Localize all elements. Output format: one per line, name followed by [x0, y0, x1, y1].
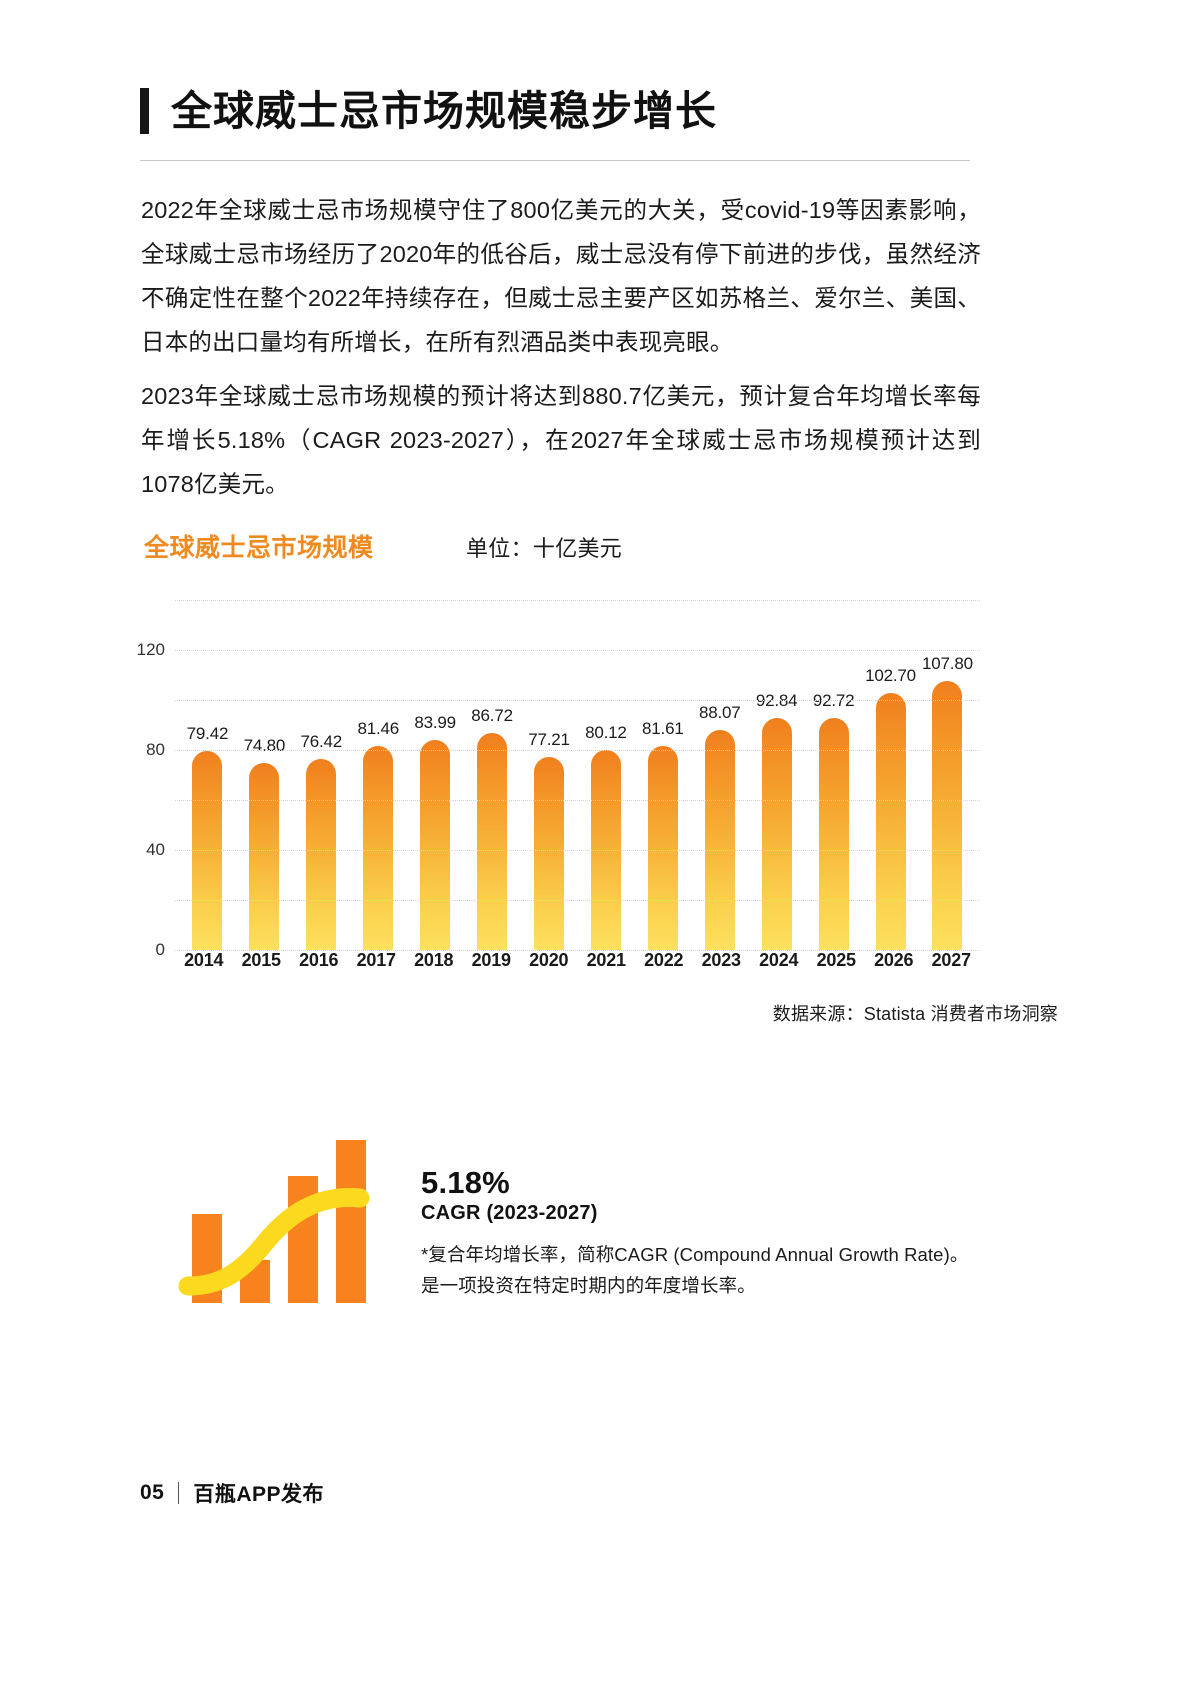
- chart-bar: [704, 729, 735, 950]
- market-size-bar-chart: 79.42 74.80 76.42 81.46 83.99 86.72 77.21 80.12…: [137, 600, 980, 959]
- chart-bar-value-label: 92.72: [812, 691, 855, 711]
- chart-bar-slot: 81.61: [634, 600, 691, 950]
- chart-bar: [533, 756, 564, 950]
- chart-bar-value-label: 102.70: [865, 666, 916, 686]
- chart-bar-value-label: 77.21: [528, 729, 570, 749]
- title-accent-bar: [140, 88, 149, 134]
- chart-bar: [306, 758, 337, 950]
- chart-gridline: [175, 750, 980, 751]
- body-paragraph-2: 2023年全球威士忌市场规模的预计将达到880.7亿美元，预计复合年均增长率每年…: [141, 383, 981, 497]
- chart-bar-slot: 80.12: [577, 600, 634, 950]
- cagr-callout: 5.18% CAGR (2023-2027) *复合年均增长率，简称CAGR (…: [178, 1118, 978, 1318]
- chart-bar-value-label: 81.46: [357, 719, 399, 739]
- cagr-subtitle: CAGR (2023-2027): [421, 1202, 598, 1225]
- chart-gridline: [175, 900, 980, 901]
- chart-x-tick-label: 2018: [414, 950, 454, 970]
- page-title: 全球威士忌市场规模稳步增长: [140, 88, 717, 134]
- chart-bar-slot: 92.84: [748, 600, 805, 950]
- chart-bar-slot: 79.42: [179, 600, 236, 950]
- footer-brand: 百瓶APP发布: [193, 1483, 325, 1506]
- page-footer: 05 百瓶APP发布: [140, 1478, 324, 1508]
- chart-x-tick-label: 2017: [356, 950, 396, 970]
- chart-x-tick-label: 2015: [241, 950, 281, 970]
- chart-y-tick-label: 120: [136, 640, 165, 659]
- chart-bar-value-label: 81.61: [642, 718, 684, 738]
- cagr-note-line-2: 是一项投资在特定时期内的年度增长率。: [421, 1275, 756, 1297]
- growth-chart-icon: [178, 1118, 398, 1303]
- cagr-note: *复合年均增长率，简称CAGR (Compound Annual Growth …: [421, 1239, 981, 1301]
- chart-x-tick-label: 2020: [529, 950, 569, 970]
- chart-x-axis: 2014 2015 2016 2017 2018 2019 2020 2021 2022 2023…: [175, 950, 980, 971]
- chart-y-tick-label: 40: [146, 840, 165, 859]
- chart-x-tick-label: 2019: [471, 950, 511, 970]
- chart-bar: [363, 746, 394, 950]
- chart-bar: [761, 717, 792, 950]
- chart-bar-value-label: 107.80: [922, 653, 973, 673]
- chart-bars: 79.42 74.80 76.42 81.46 83.99 86.72 77.21 80.12…: [175, 600, 980, 950]
- chart-x-tick-label: 2021: [586, 950, 626, 970]
- chart-unit-label: 单位：十亿美元: [466, 536, 623, 561]
- chart-gridline: [175, 700, 980, 701]
- chart-x-tick-label: 2027: [931, 950, 971, 970]
- body-paragraph-1: 2022年全球威士忌市场规模守住了800亿美元的大关，受covid-19等因素影…: [141, 197, 981, 355]
- page-title-text: 全球威士忌市场规模稳步增长: [171, 87, 717, 134]
- chart-bar-value-label: 76.42: [300, 731, 343, 751]
- chart-bar: [932, 680, 963, 950]
- chart-x-tick-label: 2014: [184, 950, 224, 970]
- chart-gridline: [175, 600, 980, 601]
- chart-gridline: [175, 800, 980, 801]
- chart-gridline: [175, 850, 980, 851]
- chart-bar-slot: 88.07: [691, 600, 748, 950]
- chart-source-note: 数据来源：Statista 消费者市场洞察: [772, 1004, 1058, 1024]
- chart-bar-value-label: 88.07: [698, 702, 741, 722]
- chart-title: 全球威士忌市场规模: [144, 534, 374, 562]
- chart-x-tick-label: 2023: [701, 950, 741, 970]
- title-divider: [140, 160, 970, 161]
- chart-bar-slot: 74.80: [236, 600, 293, 950]
- chart-bar-slot: 107.80: [919, 600, 976, 950]
- chart-bar-value-label: 80.12: [585, 722, 627, 742]
- chart-bar: [818, 718, 849, 950]
- cagr-percent: 5.18%: [421, 1165, 510, 1200]
- chart-y-tick-label: 80: [146, 740, 165, 759]
- chart-x-tick-label: 2025: [816, 950, 856, 970]
- chart-x-tick-label: 2016: [299, 950, 339, 970]
- chart-x-tick-label: 2022: [644, 950, 684, 970]
- chart-bar: [420, 740, 451, 950]
- chart-bar-slot: 92.72: [805, 600, 862, 950]
- chart-bar: [590, 749, 621, 950]
- chart-bar: [875, 693, 906, 950]
- chart-bar: [477, 733, 508, 950]
- chart-bar: [647, 745, 678, 950]
- chart-bar-slot: 76.42: [293, 600, 350, 950]
- chart-gridline: [175, 650, 980, 651]
- chart-y-tick-label: 0: [155, 940, 165, 959]
- chart-bar-slot: 83.99: [407, 600, 464, 950]
- chart-bar-value-label: 79.42: [186, 724, 229, 744]
- chart-bar-value-label: 74.80: [243, 736, 286, 755]
- chart-bar-slot: 102.70: [862, 600, 919, 950]
- chart-bar-slot: 86.72: [464, 600, 521, 950]
- chart-x-tick-label: 2024: [759, 950, 799, 970]
- cagr-text-block: 5.18% CAGR (2023-2027) *复合年均增长率，简称CAGR (…: [421, 1165, 981, 1301]
- footer-page-number: 05: [140, 1481, 165, 1504]
- chart-bar-value-label: 83.99: [414, 713, 456, 733]
- chart-bar-slot: 77.21: [521, 600, 578, 950]
- chart-gridline: [175, 950, 980, 951]
- chart-bar-value-label: 86.72: [471, 706, 513, 726]
- chart-bar: [249, 763, 280, 950]
- chart-x-tick-label: 2026: [874, 950, 914, 970]
- cagr-note-line-1: *复合年均增长率，简称CAGR (Compound Annual Growth …: [421, 1244, 969, 1266]
- footer-divider: [178, 1482, 180, 1504]
- chart-plot-area: 79.42 74.80 76.42 81.46 83.99 86.72 77.21 80.12…: [137, 600, 980, 959]
- chart-bar-slot: 81.46: [350, 600, 407, 950]
